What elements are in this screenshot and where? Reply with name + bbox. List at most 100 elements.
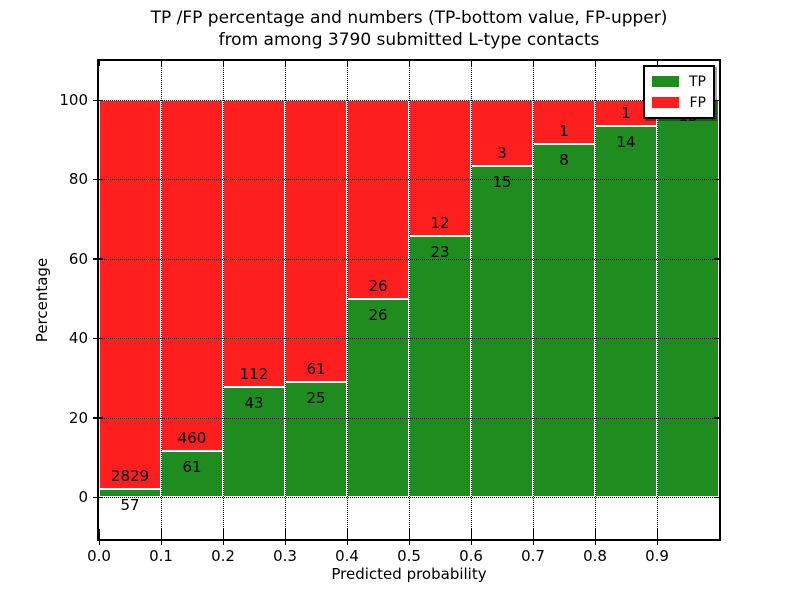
plot-area: 28295746061112436125262612233151811413 T… (93, 59, 721, 545)
y-tick-mark (93, 337, 103, 340)
x-tick-mark (470, 529, 472, 545)
y-tick-label: 80 (68, 170, 88, 189)
x-tick-mark (222, 61, 224, 66)
fp-bar-value: 26 (368, 276, 388, 295)
tp-legend-swatch (652, 76, 679, 87)
chart-title: TP /FP percentage and numbers (TP-bottom… (99, 7, 719, 51)
y-tick-label: 60 (68, 249, 88, 268)
vertical-gridline (223, 61, 224, 539)
tp-bar-value: 26 (368, 305, 388, 324)
fp-bar-value: 12 (430, 214, 450, 233)
y-tick-mark (93, 99, 103, 101)
fp-bar-segment (161, 100, 223, 451)
vertical-gridline (533, 61, 534, 539)
x-tick-label: 0.5 (397, 547, 421, 565)
bars-layer (99, 61, 719, 539)
tp-bar-value: 25 (306, 388, 326, 407)
grid-layer (99, 61, 719, 539)
fp-bar-segment (347, 100, 409, 299)
x-tick-mark (98, 529, 100, 545)
x-tick-mark (346, 61, 348, 66)
vertical-gridline (285, 61, 286, 539)
x-tick-mark (470, 61, 472, 66)
vertical-gridline (595, 61, 596, 539)
x-tick-label: 0.0 (87, 547, 111, 565)
tp-bar-segment (285, 381, 347, 497)
tp-bar-segment (409, 236, 471, 497)
tp-bar-value: 61 (182, 457, 202, 476)
x-tick-mark (284, 61, 286, 66)
x-tick-mark (160, 61, 162, 66)
fp-bar-segment (223, 100, 285, 387)
tp-bar-segment (657, 100, 719, 497)
tp-bar-value: 23 (430, 243, 450, 262)
tp-legend-label: TP (689, 73, 706, 90)
legend-item-fp: FP (652, 92, 706, 113)
x-tick-mark (532, 529, 534, 545)
legend: TP FP (643, 65, 715, 119)
vertical-gridline (471, 61, 472, 539)
tp-bar-segment (595, 126, 657, 497)
x-tick-mark (408, 61, 410, 66)
x-tick-mark (532, 61, 534, 66)
fp-bar-segment (285, 100, 347, 382)
fp-bar-value: 1 (559, 122, 569, 141)
y-tick-label: 20 (68, 408, 88, 427)
x-tick-mark (656, 61, 658, 66)
x-tick-mark (346, 529, 348, 545)
tp-bar-value: 57 (120, 496, 140, 515)
x-tick-label: 0.3 (273, 547, 297, 565)
fp-bar-value: 460 (177, 428, 207, 447)
y-tick-mark (714, 258, 719, 260)
x-tick-label: 0.7 (521, 547, 545, 565)
x-tick-mark (594, 61, 596, 66)
fp-legend-swatch (652, 97, 679, 108)
x-tick-label: 0.8 (583, 547, 607, 565)
tp-bar-value: 8 (559, 151, 569, 170)
y-tick-mark (93, 258, 103, 260)
fp-bar-value: 112 (239, 364, 269, 383)
vertical-gridline (161, 61, 162, 539)
chart-title-line1: TP /FP percentage and numbers (TP-bottom… (150, 8, 668, 28)
x-tick-label: 0.4 (335, 547, 359, 565)
x-tick-mark (594, 529, 596, 545)
fp-bar-segment (409, 100, 471, 237)
tp-bar-segment (99, 489, 161, 497)
fp-bar-segment (99, 100, 161, 490)
y-tick-mark (714, 496, 719, 498)
vertical-gridline (409, 61, 410, 539)
fp-legend-label: FP (689, 94, 707, 111)
tp-bar-value: 14 (616, 133, 636, 152)
x-tick-mark (408, 529, 410, 545)
tp-bar-segment (533, 144, 595, 497)
chart-title-line2: from among 3790 submitted L-type contact… (218, 30, 600, 50)
y-tick-mark (93, 178, 103, 181)
y-tick-mark (714, 178, 719, 181)
x-tick-label: 0.9 (645, 547, 669, 565)
vertical-gridline (347, 61, 348, 539)
tp-bar-value: 15 (492, 173, 512, 192)
x-tick-label: 0.6 (459, 547, 483, 565)
bar-labels-layer: 28295746061112436125262612233151811413 (99, 61, 719, 539)
legend-item-tp: TP (652, 71, 706, 92)
y-tick-mark (714, 417, 719, 419)
x-tick-label: 0.2 (211, 547, 235, 565)
y-tick-label: 0 (78, 488, 88, 506)
x-tick-mark (160, 529, 162, 545)
fp-bar-value: 1 (621, 104, 631, 123)
x-tick-mark (284, 529, 286, 545)
y-tick-mark (714, 99, 719, 101)
fp-bar-value: 3 (497, 144, 507, 163)
y-tick-label: 40 (68, 329, 88, 348)
x-tick-label: 0.1 (149, 547, 173, 565)
tp-bar-segment (223, 386, 285, 497)
y-tick-mark (714, 337, 719, 340)
ticks-layer (93, 61, 719, 545)
fp-bar-segment (471, 100, 533, 167)
x-axis-label: Predicted probability (331, 565, 487, 583)
x-tick-mark (222, 529, 224, 545)
y-tick-mark (93, 496, 103, 498)
tp-bar-segment (347, 298, 409, 497)
fp-bar-value: 2829 (110, 467, 150, 486)
